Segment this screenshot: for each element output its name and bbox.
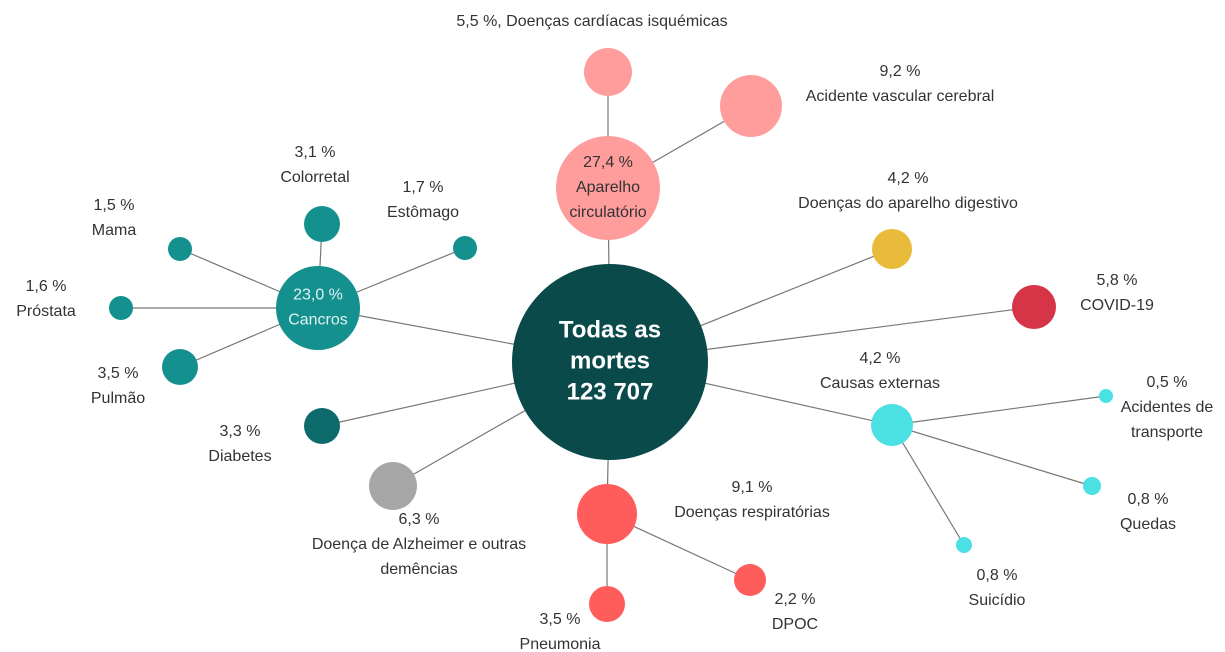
node-label: Diabetes <box>208 448 271 465</box>
node-label: 9,2 % <box>880 63 921 80</box>
node-label: Estômago <box>387 204 459 221</box>
node-label: Pneumonia <box>520 636 601 652</box>
node <box>276 266 360 350</box>
connector <box>891 424 1093 487</box>
node <box>956 537 972 553</box>
node-label: Causas externas <box>820 375 940 392</box>
node-label: Próstata <box>16 303 76 320</box>
node-label: 3,3 % <box>220 423 261 440</box>
node <box>162 349 198 385</box>
node-label: Aparelho <box>576 179 640 196</box>
node-label: 0,8 % <box>977 567 1018 584</box>
node <box>556 136 660 240</box>
node-label: transporte <box>1131 424 1203 441</box>
node <box>734 564 766 596</box>
node-label: COVID-19 <box>1080 297 1154 314</box>
node-label: Mama <box>92 222 137 239</box>
node-label: Acidente vascular cerebral <box>806 88 995 105</box>
node-label: mortes <box>570 347 650 374</box>
node-label: 23,0 % <box>293 287 343 304</box>
node-label: Doenças do aparelho digestivo <box>798 195 1018 212</box>
node-label: 5,5 %, Doenças cardíacas isquémicas <box>456 13 727 30</box>
node-label: 3,5 % <box>540 611 581 628</box>
node-label: 123 707 <box>567 378 654 405</box>
node-label: 5,8 % <box>1097 272 1138 289</box>
node <box>304 206 340 242</box>
node-label: Doenças respiratórias <box>674 504 830 521</box>
node-label: Doença de Alzheimer e outras <box>312 536 526 553</box>
node-label: 6,3 % <box>399 511 440 528</box>
connector <box>891 424 965 546</box>
node <box>871 404 913 446</box>
node-label: Colorretal <box>280 169 349 186</box>
node-label: 1,5 % <box>94 197 135 214</box>
node <box>1083 477 1101 495</box>
node-label: demências <box>380 561 457 578</box>
node-label: 4,2 % <box>888 170 929 187</box>
node <box>304 408 340 444</box>
node <box>720 75 782 137</box>
node <box>109 296 133 320</box>
node-label: 9,1 % <box>732 479 773 496</box>
node <box>1099 389 1113 403</box>
node-label: Todas as <box>559 316 661 343</box>
node-label: 3,1 % <box>295 144 336 161</box>
node-label: 1,6 % <box>26 278 67 295</box>
node-label: 4,2 % <box>860 350 901 367</box>
node-label: 1,7 % <box>403 179 444 196</box>
node-label: DPOC <box>772 616 818 633</box>
node <box>584 48 632 96</box>
node-label: Quedas <box>1120 516 1176 533</box>
node <box>453 236 477 260</box>
node-label: Cancros <box>288 312 348 329</box>
node-label: Acidentes de <box>1121 399 1214 416</box>
node <box>577 484 637 544</box>
node <box>168 237 192 261</box>
node-label: Suicídio <box>969 592 1026 609</box>
node <box>872 229 912 269</box>
connector <box>891 395 1107 426</box>
node-label: circulatório <box>569 204 646 221</box>
node-label: 27,4 % <box>583 154 633 171</box>
node-label: 0,5 % <box>1147 374 1188 391</box>
node-label: 3,5 % <box>98 365 139 382</box>
node <box>1012 285 1056 329</box>
node <box>512 264 708 460</box>
node-label: 0,8 % <box>1128 491 1169 508</box>
node-label: Pulmão <box>91 390 145 407</box>
node <box>589 586 625 622</box>
node <box>369 462 417 510</box>
node-label: 2,2 % <box>775 591 816 608</box>
